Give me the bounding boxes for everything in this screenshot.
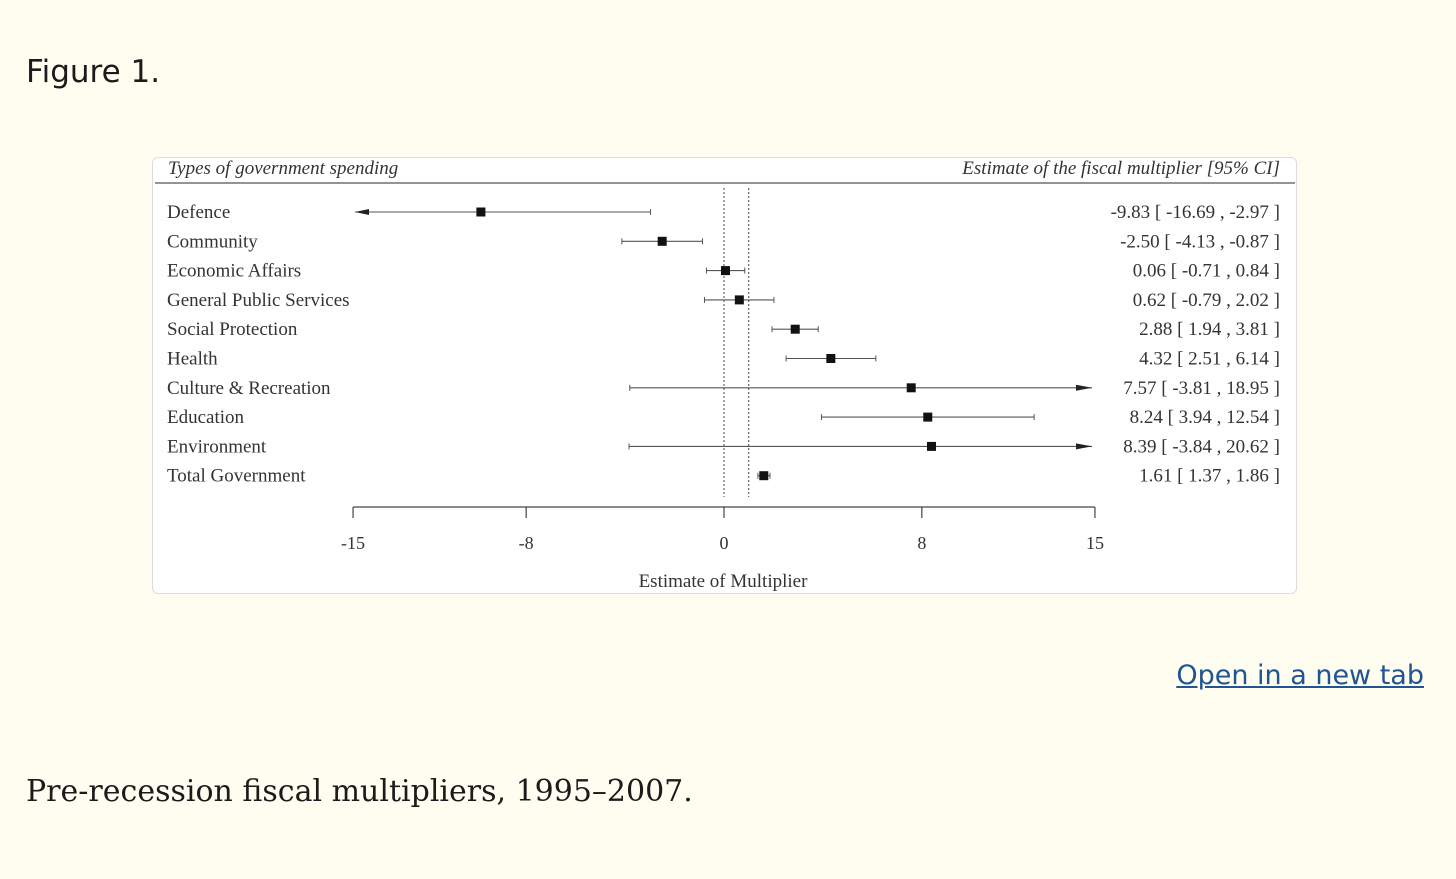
estimate-ci-text: -9.83 [ -16.69 , -2.97 ] — [1111, 202, 1280, 223]
open-in-new-tab-link[interactable]: Open in a new tab — [1176, 660, 1424, 691]
row-label: Social Protection — [167, 319, 298, 340]
x-tick-label: -15 — [341, 533, 365, 553]
point-estimate-marker — [826, 354, 836, 363]
estimate-ci-text: 8.24 [ 3.94 , 12.54 ] — [1130, 407, 1280, 428]
point-estimate-marker — [926, 441, 936, 451]
x-tick-label: 15 — [1086, 533, 1104, 553]
row-label: Total Government — [167, 466, 306, 487]
row-label: Economic Affairs — [167, 261, 301, 282]
forest-row: Community -2.50 [ -4.13 , -0.87 ] — [167, 231, 1280, 252]
forest-plot: Types of government spending Estimate of… — [155, 158, 1295, 592]
forest-row: Social Protection 2.88 [ 1.94 , 3.81 ] — [167, 319, 1280, 340]
point-estimate-marker — [923, 412, 933, 422]
chart-rows: Defence -9.83 [ -16.69 , -2.97 ] Community… — [167, 202, 1280, 487]
forest-row: Total Government 1.61 [ 1.37 , 1.86 ] — [167, 466, 1280, 487]
estimate-ci-text: 2.88 [ 1.94 , 3.81 ] — [1139, 319, 1280, 340]
point-estimate-marker — [720, 266, 730, 276]
point-estimate-marker — [476, 207, 486, 217]
forest-row: Education 8.24 [ 3.94 , 12.54 ] — [167, 407, 1280, 428]
forest-row: Culture & Recreation 7.57 [ -3.81 , 18.95… — [167, 378, 1280, 399]
row-label: General Public Services — [167, 290, 350, 311]
right-column-header: Estimate of the fiscal multiplier [95% C… — [961, 158, 1280, 179]
row-label: Education — [167, 407, 245, 428]
row-label: Health — [167, 349, 218, 370]
row-label: Culture & Recreation — [167, 378, 331, 399]
row-label: Defence — [167, 202, 230, 223]
ci-arrow-right — [1076, 384, 1092, 391]
estimate-ci-text: -2.50 [ -4.13 , -0.87 ] — [1120, 231, 1280, 252]
estimate-ci-text: 0.06 [ -0.71 , 0.84 ] — [1133, 261, 1280, 282]
x-tick-label: 8 — [917, 533, 926, 553]
forest-row: Environment 8.39 [ -3.84 , 20.62 ] — [167, 436, 1280, 457]
forest-row: Health 4.32 [ 2.51 , 6.14 ] — [167, 349, 1280, 370]
point-estimate-marker — [657, 236, 667, 246]
chart-header: Types of government spending Estimate of… — [155, 158, 1295, 184]
ci-arrow-right — [1076, 443, 1092, 450]
estimate-ci-text: 0.62 [ -0.79 , 2.02 ] — [1133, 290, 1280, 311]
figure-caption: Pre-recession fiscal multipliers, 1995–2… — [26, 774, 693, 809]
point-estimate-marker — [790, 324, 800, 334]
estimate-ci-text: 4.32 [ 2.51 , 6.14 ] — [1139, 349, 1280, 370]
estimate-ci-text: 1.61 [ 1.37 , 1.86 ] — [1139, 466, 1280, 487]
forest-row: General Public Services 0.62 [ -0.79 , 2.… — [167, 290, 1280, 311]
left-column-header: Types of government spending — [168, 158, 398, 179]
figure-label: Figure 1. — [26, 54, 161, 90]
point-estimate-marker — [759, 471, 769, 481]
x-axis-label: Estimate of Multiplier — [639, 571, 809, 592]
forest-row: Economic Affairs 0.06 [ -0.71 , 0.84 ] — [167, 261, 1280, 282]
row-label: Environment — [167, 436, 267, 457]
x-tick-label: -8 — [519, 533, 534, 553]
row-label: Community — [167, 231, 258, 252]
point-estimate-marker — [734, 295, 744, 305]
forest-row: Defence -9.83 [ -16.69 , -2.97 ] — [167, 202, 1280, 223]
point-estimate-marker — [906, 383, 916, 393]
ci-arrow-left — [355, 209, 369, 215]
estimate-ci-text: 8.39 [ -3.84 , 20.62 ] — [1123, 436, 1280, 457]
estimate-ci-text: 7.57 [ -3.81 , 18.95 ] — [1123, 378, 1280, 399]
reference-lines — [723, 188, 750, 497]
x-tick-label: 0 — [720, 533, 729, 553]
x-axis: -15 -8 0 8 15 — [341, 506, 1104, 553]
